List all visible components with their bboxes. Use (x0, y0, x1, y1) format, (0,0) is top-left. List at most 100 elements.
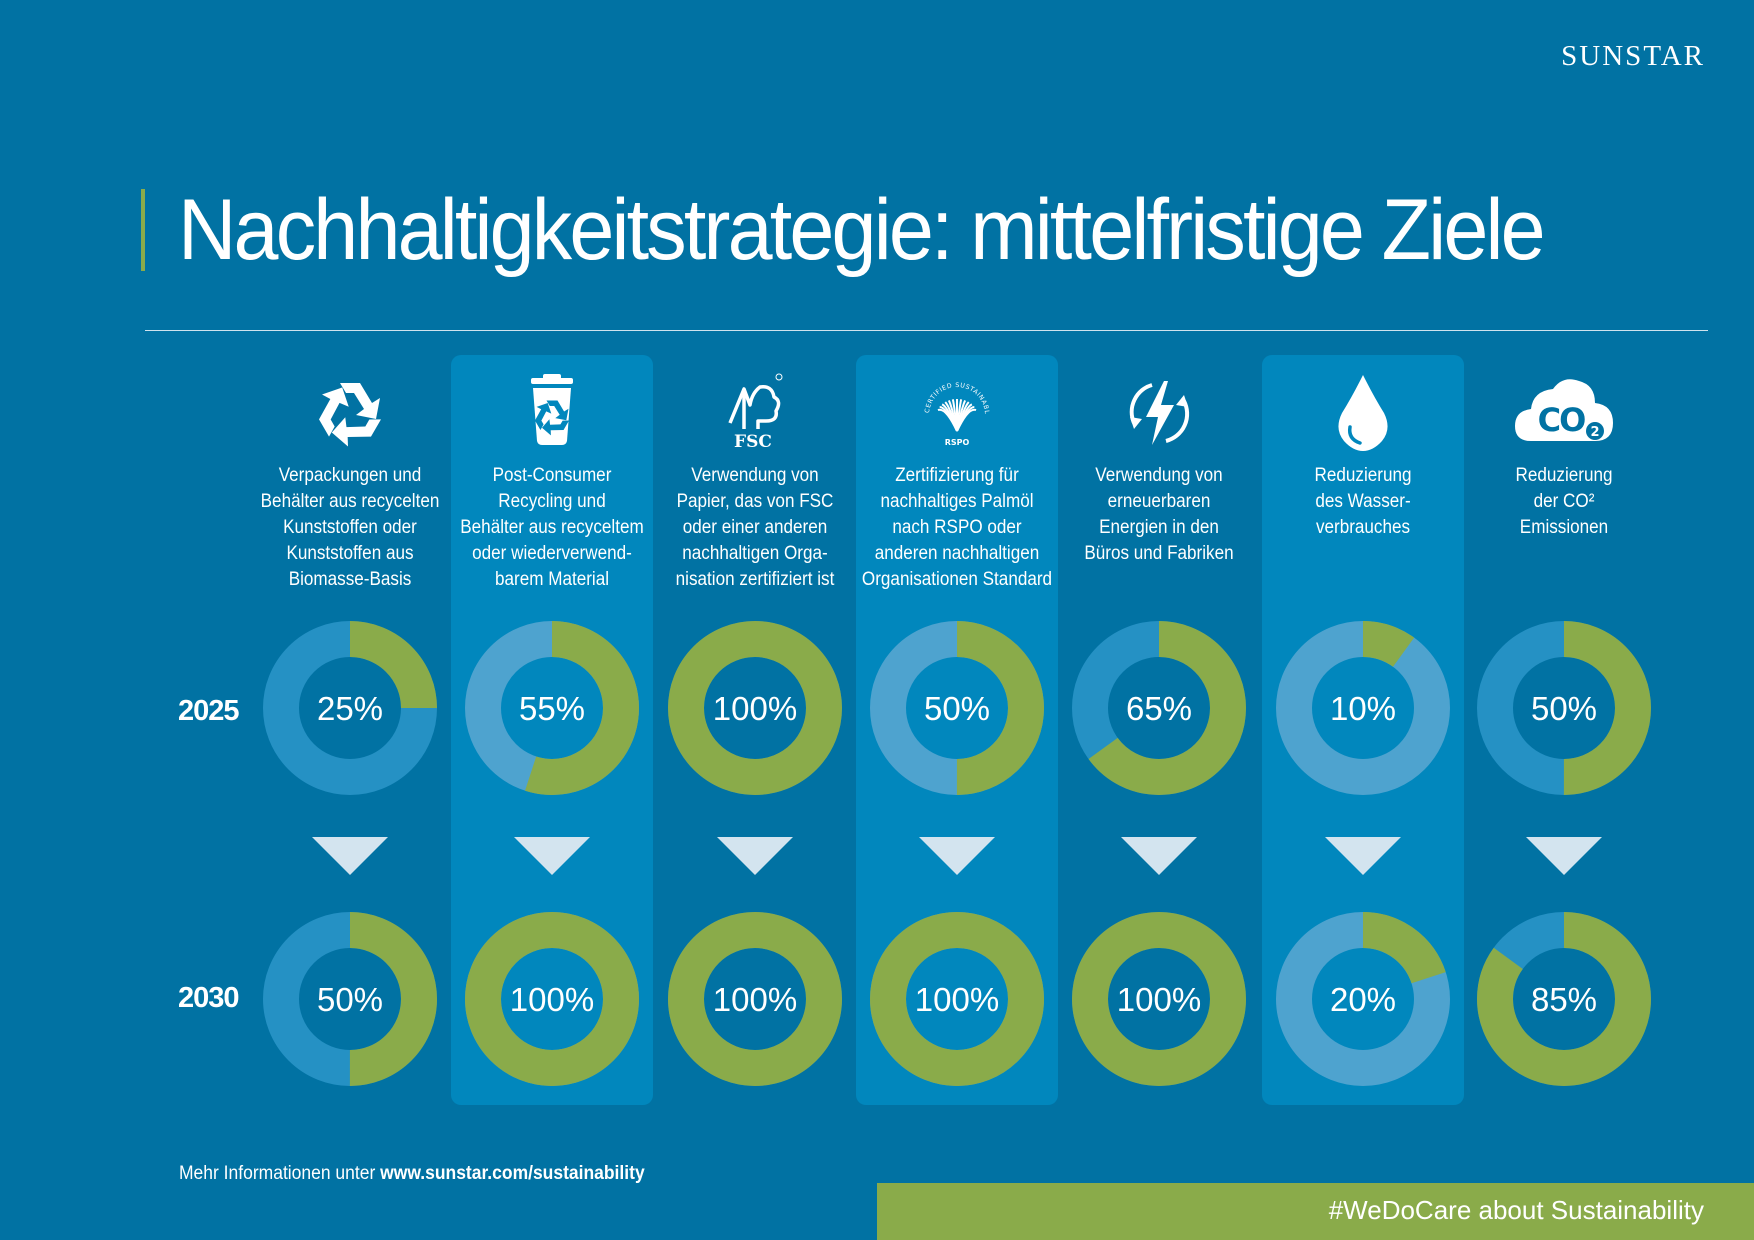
recycle-icon (249, 371, 451, 451)
goal-description-line: nachhaltiges Palmöl (880, 491, 1034, 512)
donut-2025-wrapper: 65% (1058, 620, 1260, 796)
footer-link[interactable]: www.sunstar.com/sustainability (380, 1163, 645, 1184)
donut-value-label: 20% (1330, 981, 1396, 1018)
goal-description: Post-Consumer Recycling und Behälter aus r… (450, 463, 653, 593)
goal-description-line: des Wasser- (1315, 491, 1411, 512)
goal-description: Reduzierung der CO² Emissionen (1462, 463, 1665, 541)
goal-description-line: Energien in den (1099, 517, 1219, 538)
down-arrow-icon (1463, 837, 1665, 877)
down-arrow-icon (451, 837, 653, 877)
goal-description-line: verbrauches (1315, 517, 1411, 538)
goal-description-line: oder wiederverwend- (472, 543, 632, 564)
donut-value-arc (465, 912, 639, 1086)
goal-description-line: Recycling und (498, 491, 606, 512)
goal-column: Verpackungen und Behälter aus recycelten K… (249, 355, 451, 1105)
goal-column: CERTIFIED SUSTAINABLE PALM OILRSPO Zertif… (856, 355, 1058, 1105)
year-label-2025: 2025 (178, 695, 240, 727)
brand-logo: SUNSTAR (1561, 40, 1705, 72)
donut-2025-wrapper: 55% (451, 620, 653, 796)
donut-2030-wrapper: 85% (1463, 911, 1665, 1087)
goal-description-line: Verpackungen und (278, 465, 422, 486)
goal-description-line: nach RSPO oder (892, 517, 1022, 538)
goal-description-line: Verwendung von (1095, 465, 1223, 486)
donut-2030-wrapper: 100% (1058, 911, 1260, 1087)
donut-2030: 50% (263, 912, 437, 1086)
donut-value-arc (1072, 621, 1246, 795)
donut-value-label: 100% (713, 981, 797, 1018)
down-arrow-icon (856, 837, 1058, 877)
goal-description-line: nisation zertifiziert ist (675, 569, 835, 590)
donut-2025-wrapper: 10% (1262, 620, 1464, 796)
down-arrow-icon (1262, 837, 1464, 877)
donut-value-arc (1477, 912, 1651, 1086)
donut-2025-wrapper: 50% (856, 620, 1058, 796)
title-accent-bar (141, 189, 145, 271)
donut-value-label: 100% (510, 981, 594, 1018)
svg-text:CO: CO (1538, 401, 1585, 439)
donut-2025: 100% (668, 621, 842, 795)
goal-column: FSC Verwendung von Papier, das von FSC oder… (654, 355, 856, 1105)
co2-cloud-icon: CO 2 (1463, 371, 1665, 451)
goal-description-line: oder einer anderen (682, 517, 828, 538)
goal-description-line: Behälter aus recycelten (260, 491, 440, 512)
donut-value-arc (1276, 621, 1450, 795)
goal-description-line: Büros und Fabriken (1084, 543, 1234, 564)
goal-description: Verwendung von Papier, das von FSC oder ei… (653, 463, 856, 593)
goal-description-line: Biomasse-Basis (288, 569, 412, 590)
down-arrow-icon (654, 837, 856, 877)
hashtag-text: #WeDoCare about Sustainability (1328, 1195, 1704, 1225)
renewable-energy-icon (1058, 371, 1260, 451)
donut-value-arc (668, 621, 842, 795)
goal-column: CO 2 Reduzierung der CO² Emissionen 50% 85% (1463, 355, 1665, 1105)
donut-value-label: 100% (915, 981, 999, 1018)
goal-description: Verpackungen und Behälter aus recycelten K… (248, 463, 451, 593)
donut-2030-wrapper: 50% (249, 911, 451, 1087)
goal-description-line: Kunststoffen aus (286, 543, 414, 564)
donut-value-label: 50% (1531, 690, 1597, 727)
goal-description-line: Zertifizierung für (895, 465, 1019, 486)
donut-value-label: 55% (519, 690, 585, 727)
goal-description-line: der CO² (1533, 491, 1595, 512)
donut-value-label: 50% (924, 690, 990, 727)
goal-description: Verwendung von erneuerbaren Energien in de… (1057, 463, 1260, 567)
goal-description-line: erneuerbaren (1107, 491, 1211, 512)
goal-description-line: nachhaltigen Orga- (682, 543, 828, 564)
goal-column: Reduzierung des Wasser-verbrauches 10% 20% (1262, 355, 1464, 1105)
rspo-palm-icon: CERTIFIED SUSTAINABLE PALM OILRSPO (856, 371, 1058, 451)
goal-description: Zertifizierung für nachhaltiges Palmöl nac… (855, 463, 1058, 593)
donut-value-label: 65% (1126, 690, 1192, 727)
donut-value-arc (263, 621, 437, 795)
donut-2030: 100% (668, 912, 842, 1086)
goal-column: Verwendung von erneuerbaren Energien in de… (1058, 355, 1260, 1105)
svg-text:2: 2 (1590, 425, 1599, 440)
donut-value-arc (870, 912, 1044, 1086)
down-arrow-icon (1058, 837, 1260, 877)
donut-value-arc (668, 912, 842, 1086)
goal-description-line: Emissionen (1519, 517, 1609, 538)
donut-2030: 20% (1276, 912, 1450, 1086)
donut-2025: 55% (465, 621, 639, 795)
goal-column: Post-Consumer Recycling und Behälter aus r… (451, 355, 653, 1105)
donut-2030-wrapper: 100% (856, 911, 1058, 1087)
donut-2025: 50% (1477, 621, 1651, 795)
goal-description-line: Post-Consumer (492, 465, 612, 486)
donut-value-arc (465, 621, 639, 795)
donut-value-label: 50% (317, 981, 383, 1018)
donut-value-arc (263, 912, 437, 1086)
donut-value-label: 100% (1117, 981, 1201, 1018)
donut-2025: 10% (1276, 621, 1450, 795)
donut-2025-wrapper: 25% (249, 620, 451, 796)
footer-prefix: Mehr Informationen unter (179, 1163, 376, 1184)
donut-value-label: 25% (317, 690, 383, 727)
donut-value-label: 10% (1330, 690, 1396, 727)
hashtag-banner: #WeDoCare about Sustainability (877, 1183, 1754, 1240)
goal-description-line: Kunststoffen oder (283, 517, 417, 538)
donut-2030: 85% (1477, 912, 1651, 1086)
fsc-tree-icon: FSC (654, 371, 856, 451)
donut-2030: 100% (870, 912, 1044, 1086)
donut-value-arc (1072, 912, 1246, 1086)
donut-2030-wrapper: 100% (451, 911, 653, 1087)
goal-description-line: Reduzierung (1515, 465, 1613, 486)
donut-2025-wrapper: 50% (1463, 620, 1665, 796)
donut-value-label: 100% (713, 690, 797, 727)
